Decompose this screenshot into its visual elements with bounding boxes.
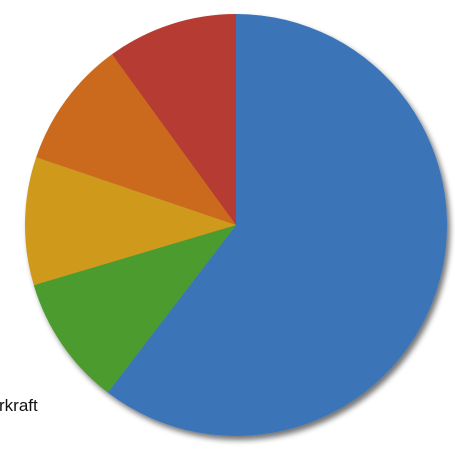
pie-slice-3: [36, 54, 236, 225]
pie-slice-1: [33, 225, 236, 393]
pie-slice-4: [111, 14, 236, 225]
pie-slice-0: [107, 14, 448, 436]
pie-slice-2: [24, 157, 237, 286]
slice-label: rkraft: [0, 396, 38, 415]
pie-slices: [24, 14, 448, 436]
